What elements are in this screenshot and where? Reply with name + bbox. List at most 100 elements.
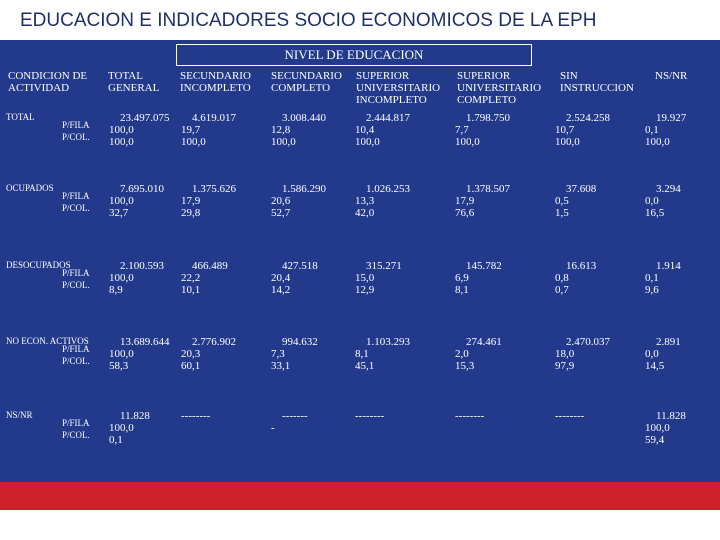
cell-value: 13,3 <box>355 195 375 207</box>
cell-value: 1.378.507 <box>466 183 510 195</box>
cell-value: 7,7 <box>455 124 469 136</box>
cell: 1.103.293 8,1 45,1 <box>352 336 410 372</box>
cell-value: 20,6 <box>271 195 291 207</box>
cell-value: 11.828 <box>120 410 150 422</box>
cell-value: 2.891 <box>656 336 681 348</box>
cell: 7.695.010 100,0 32,7 <box>106 183 164 219</box>
cell-value: 100,0 <box>109 136 134 148</box>
cell-value: 100,0 <box>109 422 134 434</box>
cell-value: 100,0 <box>271 136 296 148</box>
row-sublabel: P/COL. <box>62 430 90 440</box>
row-label: OCUPADOS <box>6 183 54 193</box>
cell-value: 315.271 <box>366 260 402 272</box>
cell-value: 19,7 <box>181 124 201 136</box>
column-header: CONDICION DE ACTIVIDAD <box>8 70 88 94</box>
cell-value: 9,6 <box>645 284 659 296</box>
cell-value: 100,0 <box>645 136 670 148</box>
cell-value: 0,5 <box>555 195 569 207</box>
cell-value: 16,5 <box>645 207 665 219</box>
cell-value: 52,7 <box>271 207 291 219</box>
cell-value: 37.608 <box>566 183 597 195</box>
cell-value: 100,0 <box>109 195 134 207</box>
cell: 1.026.253 13,3 42,0 <box>352 183 410 219</box>
cell: 16.613 0,8 0,7 <box>552 260 596 296</box>
cell-value: 2.524.258 <box>566 112 610 124</box>
slide-title: EDUCACION E INDICADORES SOCIO ECONOMICOS… <box>20 10 597 31</box>
cell-value: 1.798.750 <box>466 112 510 124</box>
cell: 3.294 0,0 16,5 <box>642 183 681 219</box>
cell-value: 45,1 <box>355 360 375 372</box>
cell: 13.689.644 100,0 58,3 <box>106 336 170 372</box>
cell-value: 0,0 <box>645 348 659 360</box>
row-label: NO ECON. ACTIVOS <box>6 336 89 346</box>
cell-value: 100,0 <box>109 272 134 284</box>
cell: 19.927 0,1 100,0 <box>642 112 686 148</box>
cell-value: 145.782 <box>466 260 502 272</box>
row-sublabel: P/FILA <box>62 268 90 278</box>
cell: 11.828 100,0 0,1 <box>106 410 150 446</box>
cell-value: 42,0 <box>355 207 375 219</box>
cell-value: 100,0 <box>645 422 670 434</box>
cell-value: 10,1 <box>181 284 201 296</box>
cell: 2.444.817 10,4 100,0 <box>352 112 410 148</box>
cell-value: 20,4 <box>271 272 291 284</box>
cell: -------- <box>352 410 384 422</box>
cell-value: 19.927 <box>656 112 687 124</box>
row-sublabel: P/COL. <box>62 356 90 366</box>
cell-value: 1.586.290 <box>282 183 326 195</box>
cell-value: 33,1 <box>271 360 291 372</box>
cell: 994.632 7,3 33,1 <box>268 336 318 372</box>
cell: -------- <box>178 410 210 422</box>
column-header: SECUNDARIO INCOMPLETO <box>180 70 251 94</box>
row-sublabel: P/FILA <box>62 120 90 130</box>
column-header: SUPERIOR UNIVERSITARIO COMPLETO <box>457 70 542 106</box>
cell: -------- <box>552 410 584 422</box>
cell: 1.586.290 20,6 52,7 <box>268 183 326 219</box>
cell-value: 15,0 <box>355 272 375 284</box>
cell-value: 23.497.075 <box>120 112 170 124</box>
group-header: NIVEL DE EDUCACION <box>176 44 532 66</box>
cell-value: 427.518 <box>282 260 318 272</box>
cell-value: 3.294 <box>656 183 681 195</box>
cell-value: 0,1 <box>645 272 659 284</box>
table-panel <box>0 40 720 482</box>
cell: 427.518 20,4 14,2 <box>268 260 318 296</box>
cell-value: 10,4 <box>355 124 375 136</box>
cell-value: -------- <box>181 410 211 422</box>
cell-value: 14,2 <box>271 284 291 296</box>
cell-value: 100,0 <box>109 124 134 136</box>
cell: 37.608 0,5 1,5 <box>552 183 596 219</box>
cell-value: 20,3 <box>181 348 201 360</box>
cell-value: 6,9 <box>455 272 469 284</box>
cell-value: 0,7 <box>555 284 569 296</box>
cell-value: 1.026.253 <box>366 183 410 195</box>
cell-value: 18,0 <box>555 348 575 360</box>
cell-value: 8,1 <box>355 348 369 360</box>
cell: 2.470.037 18,0 97,9 <box>552 336 610 372</box>
row-sublabel: P/FILA <box>62 191 90 201</box>
column-header: SIN INSTRUCCION <box>560 70 634 94</box>
cell: 2.776.902 20,3 60,1 <box>178 336 236 372</box>
cell: 274.461 2,0 15,3 <box>452 336 502 372</box>
footer-bar <box>0 482 720 510</box>
cell: 2.100.593 100,0 8,9 <box>106 260 164 296</box>
cell-value: 58,3 <box>109 360 129 372</box>
cell-value: 10,7 <box>555 124 575 136</box>
row-label: TOTAL <box>6 112 35 122</box>
row-sublabel: P/COL. <box>62 280 90 290</box>
cell-value: 8,9 <box>109 284 123 296</box>
cell-value: 4.619.017 <box>192 112 236 124</box>
cell-value: 2.470.037 <box>566 336 610 348</box>
cell: 466.489 22,2 10,1 <box>178 260 228 296</box>
cell: 11.828 100,0 59,4 <box>642 410 686 446</box>
cell-value: 0,0 <box>645 195 659 207</box>
cell: 1.375.626 17,9 29,8 <box>178 183 236 219</box>
cell-value: 14,5 <box>645 360 665 372</box>
row-sublabel: P/COL. <box>62 203 90 213</box>
cell-value: 3.008.440 <box>282 112 326 124</box>
cell-value: 274.461 <box>466 336 502 348</box>
cell-value: 2.100.593 <box>120 260 164 272</box>
cell: 145.782 6,9 8,1 <box>452 260 502 296</box>
cell-value: 0,8 <box>555 272 569 284</box>
cell-value: 7,3 <box>271 348 285 360</box>
